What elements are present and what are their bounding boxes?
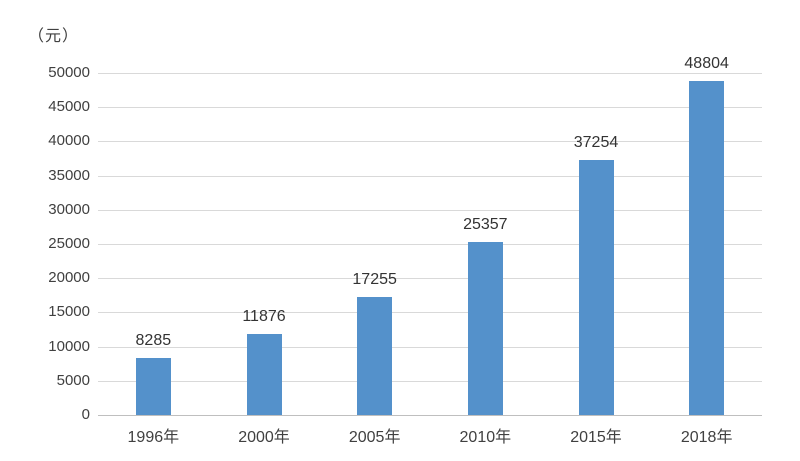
- gridline: [98, 380, 762, 382]
- y-tick-label: 10000: [48, 337, 90, 355]
- bar-1996年: [135, 358, 171, 415]
- gridline: [98, 175, 762, 177]
- y-tick-label: 5000: [56, 371, 90, 389]
- bar-2018年: [689, 81, 725, 415]
- gridline: [98, 346, 762, 348]
- x-tick-label: 2005年: [348, 429, 401, 446]
- gridline: [98, 209, 762, 211]
- x-tick-label: 2018年: [680, 429, 733, 446]
- y-tick-label: 35000: [48, 166, 90, 184]
- bar-2010年: [467, 241, 503, 415]
- y-tick-label: 0: [81, 406, 90, 423]
- gridline: [98, 107, 762, 109]
- gridline: [98, 141, 762, 143]
- bar-value-label: 8285: [135, 332, 172, 350]
- y-tick-label: 20000: [48, 269, 90, 287]
- gridline: [98, 244, 762, 245]
- bar-value-label: 37254: [573, 134, 619, 152]
- y-tick-label: 50000: [48, 64, 90, 81]
- gridline: [98, 278, 762, 280]
- y-tick-label: 40000: [48, 132, 90, 150]
- bar-2005年: [357, 296, 393, 415]
- x-axis-line: [98, 415, 762, 416]
- x-tick-label: 2000年: [238, 429, 290, 446]
- bar-value-label: 17255: [352, 270, 397, 288]
- bar-2000年: [246, 333, 282, 415]
- y-tick-label: 45000: [48, 98, 90, 116]
- y-axis-unit-label: （元）: [28, 28, 80, 45]
- bar-value-label: 48804: [684, 55, 729, 73]
- x-tick-label: 1996年: [127, 429, 180, 446]
- gridline: [98, 312, 762, 314]
- y-tick-label: 30000: [48, 200, 90, 218]
- bar-value-label: 11876: [242, 307, 286, 325]
- x-tick-label: 2010年: [459, 429, 512, 446]
- y-tick-label: 25000: [48, 235, 90, 252]
- bar-2015年: [578, 160, 614, 415]
- y-tick-label: 15000: [48, 303, 90, 321]
- gridline: [98, 73, 762, 74]
- bar-value-label: 25357: [463, 215, 508, 233]
- x-tick-label: 2015年: [570, 429, 622, 446]
